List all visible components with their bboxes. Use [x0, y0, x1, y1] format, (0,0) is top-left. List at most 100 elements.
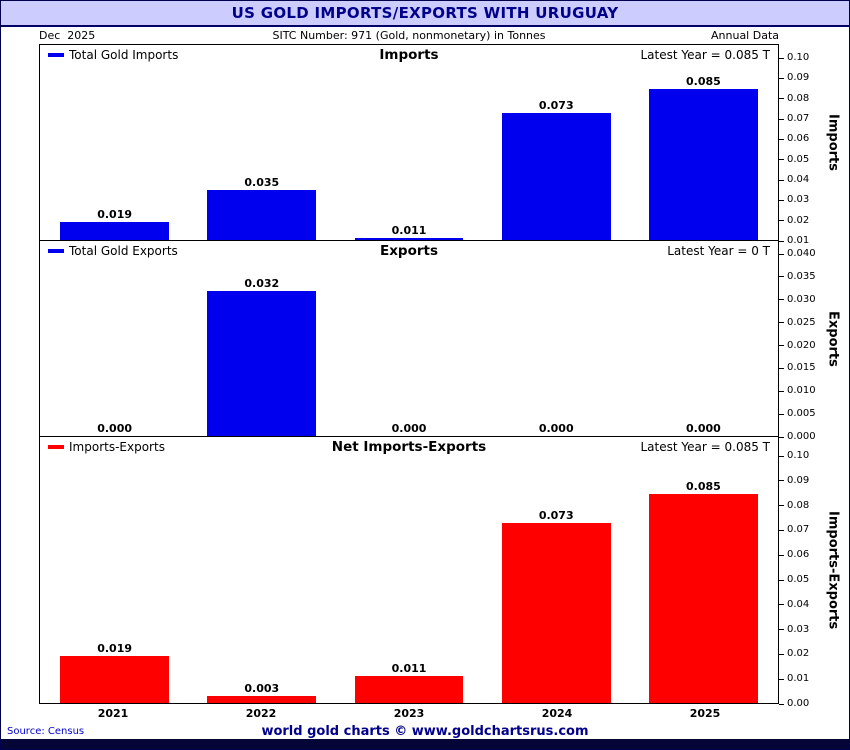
- y-tick-mark: [779, 413, 784, 415]
- net-bars: 0.019 0.003 0.011 0.073 0.085: [41, 457, 777, 703]
- y-tick: 0.08: [779, 92, 810, 104]
- y-tick: 0.035: [779, 270, 816, 282]
- y-tick-mark: [779, 579, 784, 581]
- y-tick-mark: [779, 179, 784, 181]
- y-tick: 0.040: [779, 249, 816, 259]
- y-tick-label: 0.03: [787, 623, 810, 635]
- y-tick-mark: [779, 57, 784, 59]
- y-tick-label: 0.04: [787, 174, 810, 185]
- bar-value-label: 0.000: [391, 422, 427, 435]
- bottom-bar: [1, 739, 849, 749]
- y-tick-label: 0.08: [787, 92, 810, 104]
- y-tick: 0.00: [779, 699, 809, 709]
- charts-region: Total Gold Imports Imports Latest Year =…: [1, 44, 849, 723]
- panel-net-imports-exports: Imports-Exports Net Imports-Exports Late…: [1, 436, 849, 709]
- imports-legend-swatch-icon: [48, 53, 64, 57]
- y-tick-mark: [779, 159, 784, 161]
- exports-y-axis-title: Exports: [825, 310, 841, 367]
- y-tick-mark: [779, 390, 784, 392]
- bar-value-label: 0.085: [686, 75, 721, 89]
- y-tick-label: 0.09: [787, 474, 810, 486]
- y-tick: 0.10: [779, 53, 809, 63]
- panel-exports: Total Gold Exports Exports Latest Year =…: [1, 240, 849, 442]
- y-tick-mark: [779, 554, 784, 556]
- y-tick-mark: [779, 199, 784, 201]
- net-panel-header: Imports-Exports Net Imports-Exports Late…: [40, 439, 778, 455]
- y-tick: 0.000: [779, 432, 816, 442]
- bar-imports-2023: 0.011: [335, 59, 482, 240]
- bar: [501, 523, 611, 703]
- net-y-axis: 0.10 0.09 0.08 0.07 0.06 0.05 0.04 0.03 0.02 0.01…: [779, 436, 817, 709]
- y-tick: 0.04: [779, 175, 809, 185]
- y-tick-label: 0.02: [787, 648, 810, 660]
- y-tick-label: 0.01: [787, 673, 810, 685]
- bar: [354, 675, 464, 703]
- bar-value-label: 0.011: [391, 224, 427, 237]
- bar-value-label: 0.000: [97, 422, 132, 435]
- bar-value-label: 0.003: [244, 681, 280, 695]
- net-plot-area: Imports-Exports Net Imports-Exports Late…: [39, 436, 779, 704]
- y-tick-label: 0.040: [787, 248, 816, 259]
- exports-plot-area: Total Gold Exports Exports Latest Year =…: [39, 240, 779, 437]
- y-tick-mark: [779, 118, 784, 120]
- source-link[interactable]: Source: Census: [7, 725, 85, 737]
- y-tick-label: 0.07: [787, 524, 810, 536]
- y-tick-label: 0.08: [787, 499, 810, 511]
- bar-exports-2025: 0.000: [630, 255, 777, 436]
- y-tick-label: 0.035: [787, 270, 816, 282]
- bar-exports-2024: 0.000: [483, 255, 630, 436]
- exports-y-title-col: Exports: [817, 240, 849, 437]
- y-tick: 0.02: [779, 649, 809, 659]
- exports-bars: 0.000 0.032 0.000 0.000 0.000: [41, 255, 777, 436]
- y-tick-label: 0.03: [787, 194, 810, 206]
- y-tick-mark: [779, 299, 784, 301]
- y-tick-mark: [779, 629, 784, 631]
- x-tick-label: 2021: [97, 707, 129, 720]
- y-tick-mark: [779, 678, 784, 680]
- y-tick: 0.03: [779, 195, 809, 205]
- y-tick-label: 0.020: [787, 339, 816, 351]
- y-tick-label: 0.010: [787, 385, 816, 397]
- y-tick-mark: [779, 77, 784, 79]
- y-tick: 0.08: [779, 499, 810, 511]
- y-tick-label: 0.000: [787, 431, 816, 442]
- bar-value-label: 0.019: [97, 207, 132, 221]
- net-legend: Imports-Exports: [48, 440, 165, 454]
- bar: [648, 493, 758, 703]
- bar-value-label: 0.073: [538, 99, 574, 113]
- x-tick-label: 2024: [541, 707, 573, 720]
- imports-plot-area: Total Gold Imports Imports Latest Year =…: [39, 44, 779, 241]
- y-tick-mark: [779, 253, 784, 255]
- x-tick-label: 2023: [393, 707, 425, 720]
- y-tick-label: 0.01: [787, 235, 810, 246]
- y-tick: 0.02: [779, 214, 810, 226]
- date-label: Dec 2025: [39, 29, 96, 42]
- y-tick-label: 0.06: [787, 133, 810, 145]
- imports-bars: 0.019 0.035 0.011 0.073 0.085: [41, 59, 777, 240]
- imports-y-axis: 0.10 0.09 0.08 0.07 0.06 0.05 0.04 0.03 0.02 0.01: [779, 44, 817, 246]
- y-tick: 0.030: [779, 293, 816, 305]
- y-tick-mark: [779, 276, 784, 278]
- x-axis-labels: 2021 2022 2023 2024 2025: [39, 704, 779, 723]
- y-tick: 0.005: [779, 409, 816, 419]
- bar-imports-2025: 0.085: [630, 59, 777, 240]
- y-tick: 0.025: [779, 317, 816, 328]
- y-tick-label: 0.10: [787, 450, 810, 461]
- net-legend-swatch-icon: [48, 445, 64, 449]
- y-tick-label: 0.030: [787, 293, 816, 305]
- net-latest-year-label: Latest Year = 0.085 T: [640, 440, 771, 454]
- y-tick-label: 0.02: [787, 214, 810, 226]
- y-tick-label: 0.07: [787, 113, 810, 124]
- footer: Source: Census world gold charts © www.g…: [1, 723, 849, 739]
- bar: [207, 695, 317, 703]
- bar: [648, 89, 758, 240]
- net-legend-label: Imports-Exports: [69, 440, 165, 454]
- bar-net-imports-exports-2023: 0.011: [335, 457, 482, 703]
- y-tick-mark: [779, 220, 784, 222]
- bar-exports-2023: 0.000: [335, 255, 482, 436]
- y-tick: 0.01: [779, 236, 809, 246]
- bar: [207, 189, 317, 240]
- y-tick-mark: [779, 505, 784, 507]
- x-tick-label: 2025: [689, 707, 721, 720]
- bar-value-label: 0.000: [538, 422, 574, 435]
